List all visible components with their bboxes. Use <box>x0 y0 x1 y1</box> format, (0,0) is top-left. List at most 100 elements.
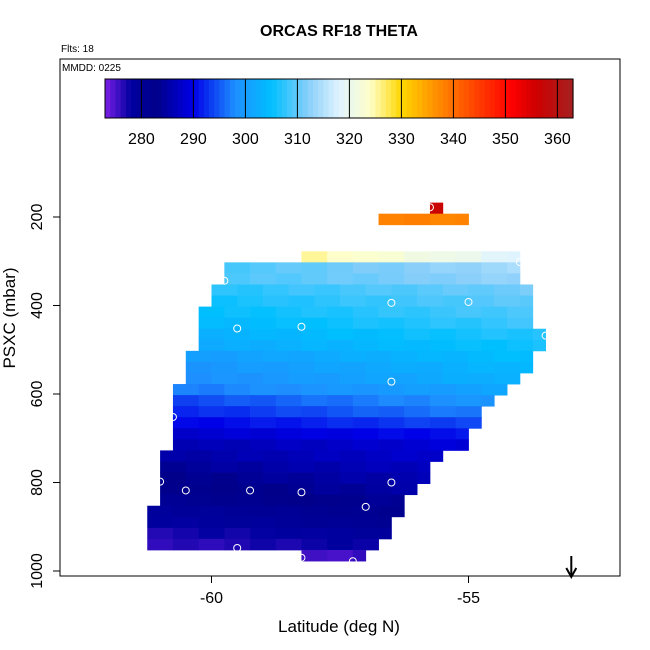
colorbar-segment <box>333 79 340 118</box>
heatmap-cell <box>404 428 431 440</box>
sample-point <box>233 543 242 552</box>
heatmap-cell <box>455 395 482 407</box>
heatmap-cell <box>429 262 457 274</box>
heatmap-cell <box>198 317 225 330</box>
colorbar-tick-label: 350 <box>492 131 519 148</box>
sample-point <box>233 324 242 333</box>
heatmap-cell <box>481 317 508 330</box>
colorbar-segment <box>495 79 501 118</box>
heatmap-cell <box>391 461 418 473</box>
heatmap-cell <box>250 505 277 518</box>
heatmap-cell <box>404 251 431 263</box>
colorbar-segment <box>151 79 158 118</box>
colorbar-segment <box>198 79 205 118</box>
heatmap-cell <box>250 516 277 529</box>
heatmap-cell <box>352 549 367 562</box>
heatmap-cell <box>275 505 302 518</box>
heatmap-cell <box>417 461 431 473</box>
heatmap-cell <box>327 395 354 407</box>
heatmap-cell <box>262 361 289 374</box>
colorbar-segment <box>463 79 470 118</box>
heatmap-cell <box>172 527 200 540</box>
heatmap-cell <box>455 428 469 440</box>
heatmap-cell <box>327 262 354 274</box>
heatmap-cell <box>275 439 302 451</box>
heatmap-cell <box>237 350 264 363</box>
heatmap-cell <box>455 273 482 285</box>
heatmap-cell <box>224 439 251 451</box>
colorbar-segment <box>479 79 486 118</box>
colorbar-segment <box>437 79 444 118</box>
y-tick-label: 400 <box>29 292 46 319</box>
colorbar-segment <box>203 79 210 118</box>
heatmap-cell <box>301 538 328 551</box>
colorbar-segment <box>354 79 361 118</box>
colorbar-segment <box>406 79 413 118</box>
heatmap-cell <box>455 439 469 451</box>
heatmap-cell <box>301 428 328 440</box>
heatmap-cell <box>365 295 392 308</box>
colorbar-segment <box>365 79 371 118</box>
heatmap-cell <box>314 461 341 473</box>
heatmap-cell <box>262 472 289 485</box>
heatmap-cell <box>327 328 354 341</box>
heatmap-cell <box>429 417 457 429</box>
heatmap-cell <box>352 527 379 540</box>
sample-point <box>348 557 357 566</box>
heatmap-cell <box>417 450 444 462</box>
colorbar-segment <box>375 79 382 118</box>
sample-point <box>515 258 524 267</box>
heatmap-cell <box>365 450 392 462</box>
heatmap-cell <box>532 339 546 352</box>
heatmap-cell <box>481 339 508 352</box>
heatmap-cell <box>378 395 405 407</box>
mmdd-label: MMDD: 0225 <box>62 63 121 74</box>
heatmap-cell <box>404 339 431 352</box>
heatmap-cell <box>340 494 367 507</box>
heatmap-cell <box>481 395 495 407</box>
heatmap-cell <box>378 317 405 330</box>
heatmap-cell <box>327 251 354 263</box>
heatmap-cell <box>160 461 187 473</box>
x-axis: -60 -55 <box>200 576 480 607</box>
colorbar-segment <box>183 79 189 118</box>
heatmap-cell <box>494 372 521 385</box>
sample-point <box>541 331 550 340</box>
heatmap-cell <box>301 251 328 263</box>
heatmap-cell <box>340 372 367 385</box>
colorbar-segment <box>328 79 335 118</box>
heatmap-cell <box>250 538 277 551</box>
heatmap-cell <box>275 273 302 285</box>
heatmap-cell <box>340 450 367 462</box>
heatmap-cell <box>224 527 251 540</box>
heatmap-cell <box>417 361 444 374</box>
heatmap-cell <box>378 251 405 263</box>
heatmap-cell <box>250 428 277 440</box>
colorbar-segment <box>313 79 319 118</box>
chart-title: ORCAS RF18 THETA <box>260 23 418 40</box>
heatmap-cell <box>250 273 277 285</box>
colorbar-segment <box>484 79 491 118</box>
heatmap-cell <box>378 428 405 440</box>
heatmap-cell <box>301 317 328 330</box>
heatmap-cell <box>429 328 457 341</box>
colorbar-tick-label: 330 <box>388 131 415 148</box>
heatmap-cell <box>198 527 225 540</box>
colorbar-segment <box>552 79 558 118</box>
heatmap-cell <box>378 306 405 319</box>
heatmap-cell <box>352 516 379 529</box>
sample-point <box>387 298 396 307</box>
heatmap-cell <box>327 306 354 319</box>
heatmap-cell <box>519 361 534 374</box>
colorbar-segment <box>177 79 184 118</box>
colorbar-frame <box>104 78 574 119</box>
y-tick-label: 800 <box>29 469 46 496</box>
colorbar-segment <box>469 79 475 118</box>
heatmap-cell <box>327 527 354 540</box>
heatmap-cell <box>532 328 546 341</box>
heatmap-cell <box>519 350 534 363</box>
heatmap-cell <box>198 439 225 451</box>
heatmap-cell <box>301 549 328 562</box>
heatmap-cell <box>352 273 379 285</box>
